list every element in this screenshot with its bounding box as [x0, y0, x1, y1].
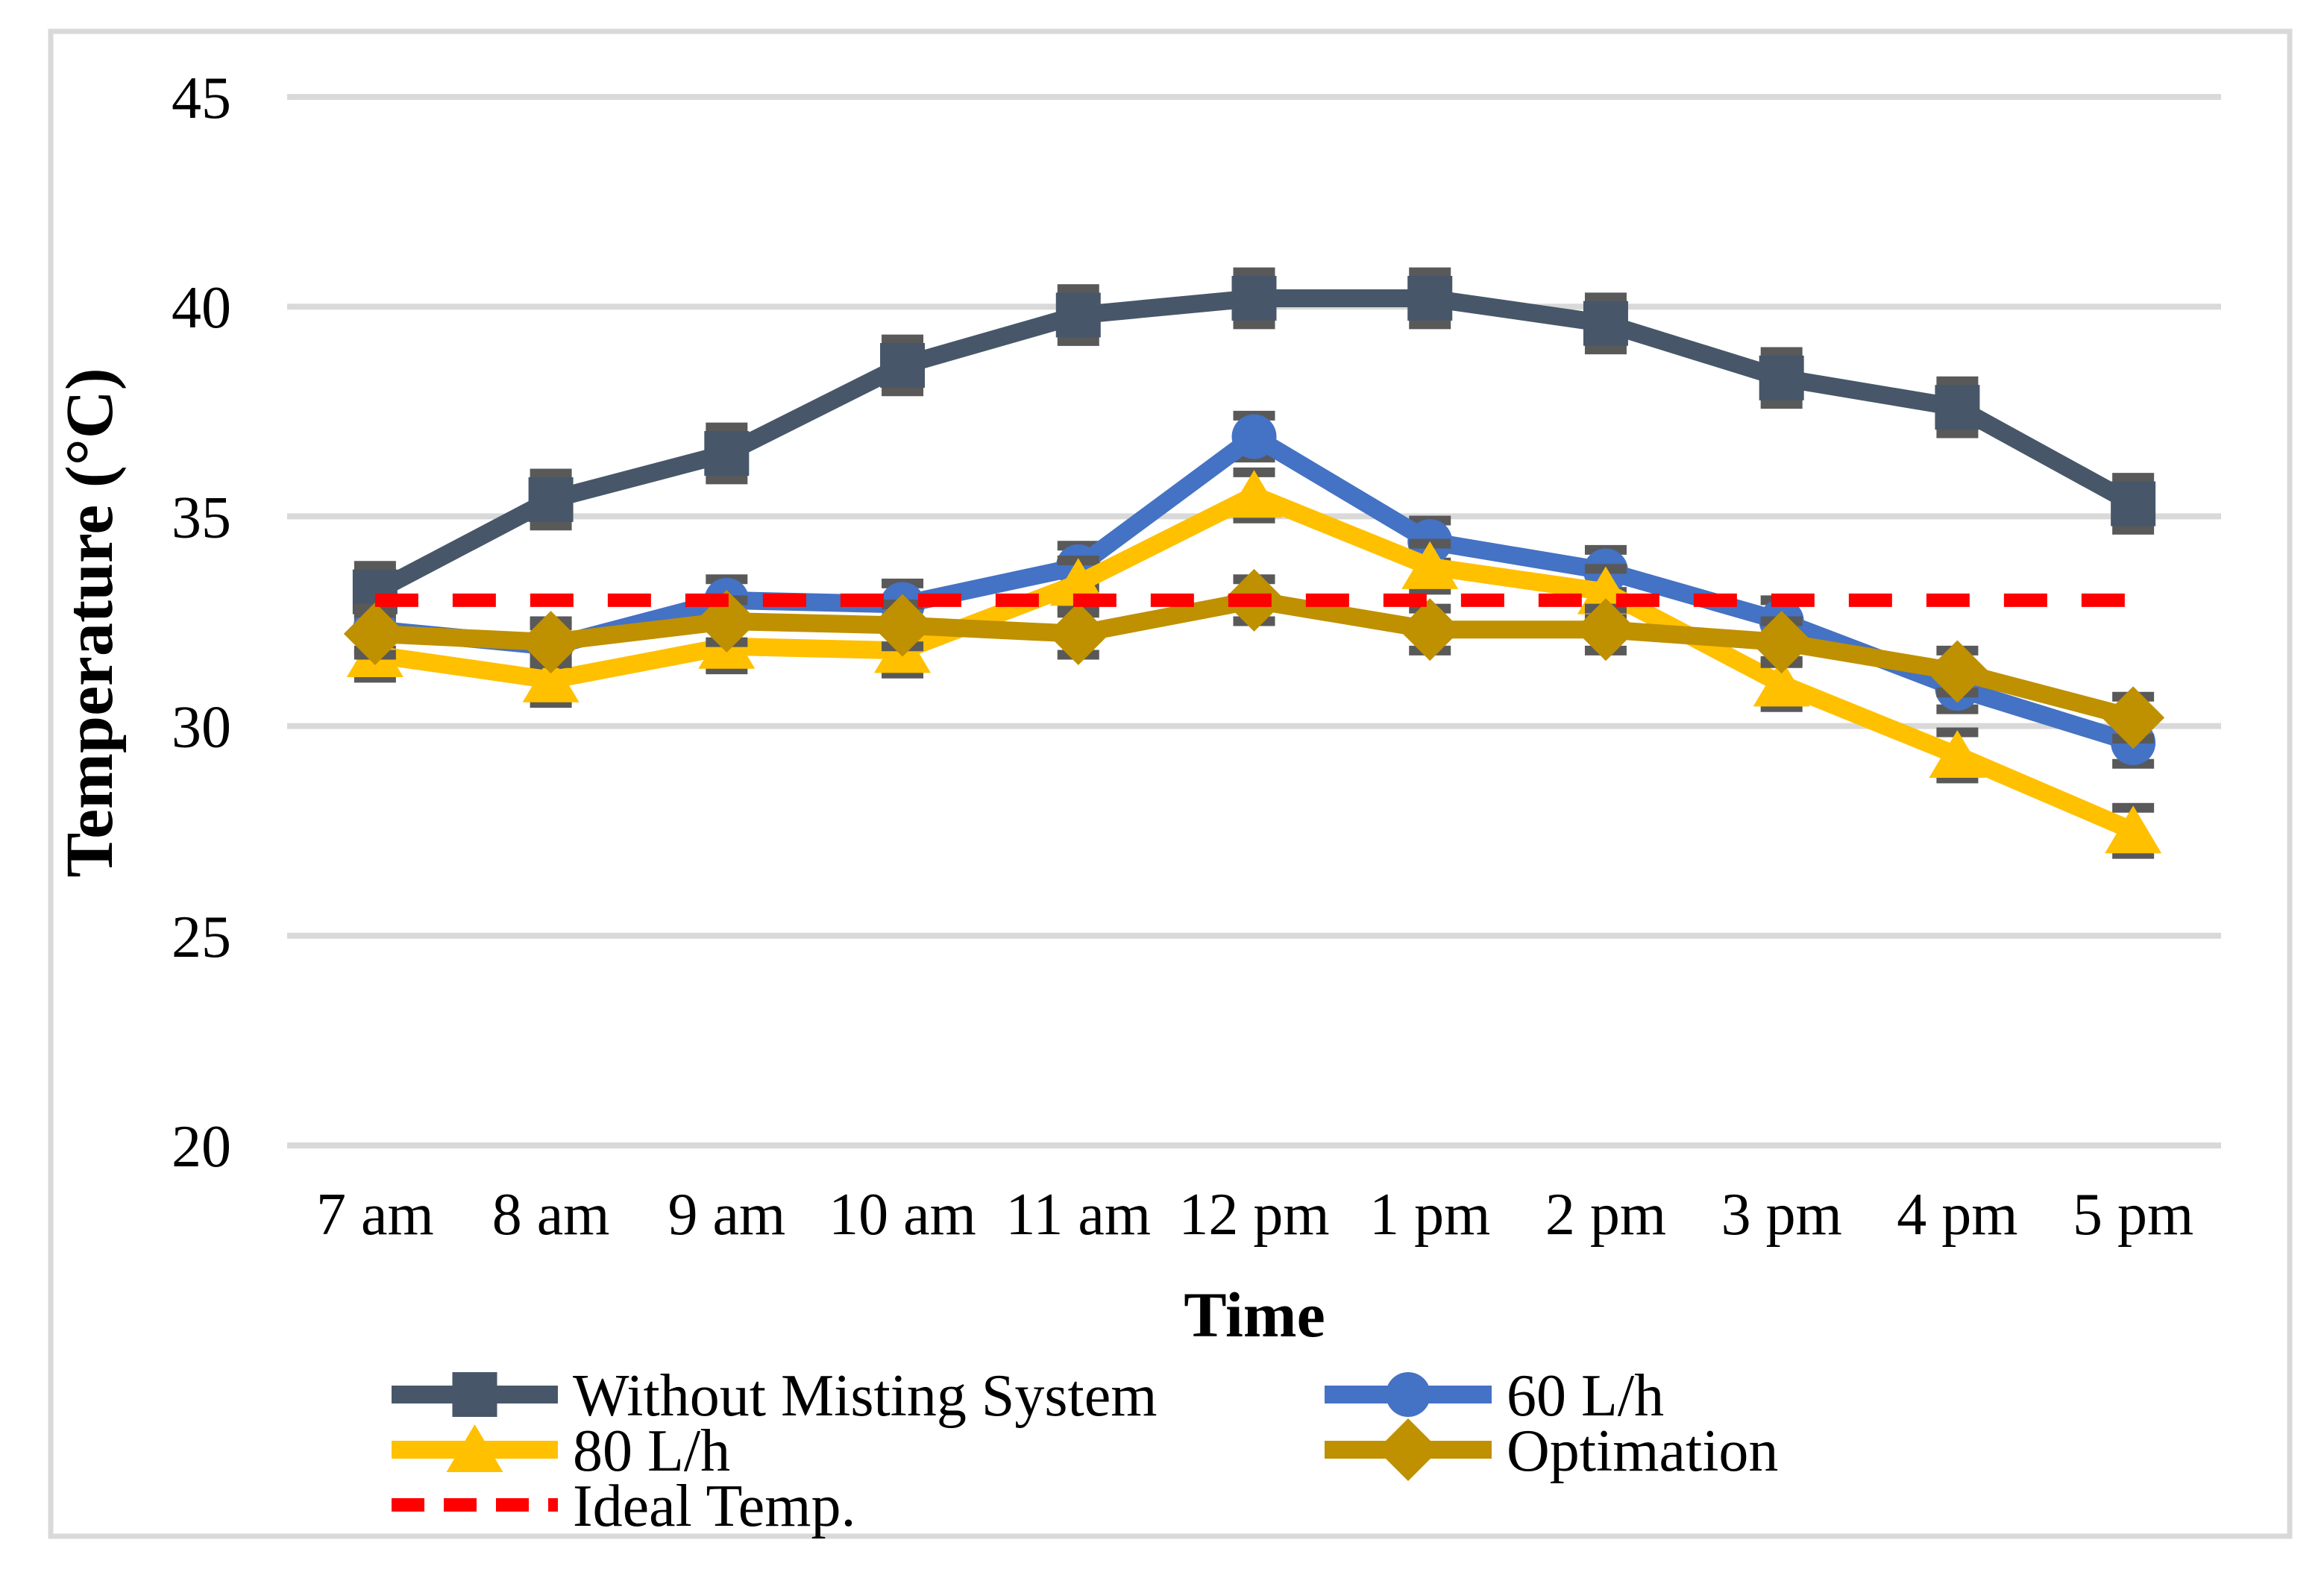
series-without-misting-system	[352, 267, 2156, 623]
data-point-marker-optimation	[1046, 602, 1110, 665]
legend-marker-60-l-h	[1386, 1372, 1430, 1417]
data-point-marker-without-misting-system	[1935, 385, 1980, 430]
data-point-marker-without-misting-system	[1231, 275, 1277, 321]
legend-label-80-l-h: 80 L/h	[573, 1418, 730, 1484]
data-series	[343, 267, 2165, 859]
data-point-marker-optimation	[1574, 598, 1637, 661]
legend-label-ideal-temp: Ideal Temp.	[573, 1474, 855, 1539]
data-point-marker-80-l-h	[2105, 805, 2162, 854]
y-tick-label-30: 30	[172, 695, 231, 761]
data-point-marker-without-misting-system	[2111, 481, 2156, 526]
legend-item-optimation: Optimation	[1325, 1418, 1778, 1484]
legend-label-without-misting-system: Without Misting System	[573, 1363, 1158, 1429]
legend-marker-without-misting-system	[452, 1372, 497, 1417]
legend-item-without-misting-system: Without Misting System	[392, 1363, 1158, 1429]
x-tick-label-10-am: 10 am	[829, 1182, 976, 1248]
legend-marker-optimation	[1377, 1418, 1439, 1481]
data-point-marker-60-l-h	[1231, 414, 1277, 459]
data-point-marker-optimation	[871, 594, 935, 657]
data-point-marker-optimation	[1926, 640, 1989, 703]
y-tick-label-35: 35	[172, 485, 231, 550]
x-tick-label-11-am: 11 am	[1005, 1182, 1151, 1248]
x-tick-label-2-pm: 2 pm	[1545, 1182, 1666, 1248]
legend-label-60-l-h: 60 L/h	[1507, 1363, 1664, 1429]
data-point-marker-without-misting-system	[1583, 301, 1628, 346]
data-point-marker-optimation	[1398, 598, 1462, 661]
x-tick-label-8-am: 8 am	[492, 1182, 610, 1248]
y-tick-label-40: 40	[172, 275, 231, 341]
legend-label-optimation: Optimation	[1507, 1418, 1778, 1484]
x-tick-label-4-pm: 4 pm	[1897, 1182, 2017, 1248]
data-point-marker-without-misting-system	[1055, 292, 1101, 338]
data-point-marker-without-misting-system	[704, 431, 750, 477]
chart-border-box	[48, 28, 2293, 1539]
legend-marker-80-l-h	[446, 1424, 503, 1472]
legend: Without Misting System 60 L/h 80 L/h Optima…	[392, 1363, 1778, 1539]
x-tick-label-12-pm: 12 pm	[1178, 1182, 1329, 1248]
legend-item-ideal-temp: Ideal Temp.	[392, 1474, 855, 1539]
axis-titles: Time Temperature (°C)	[53, 368, 1325, 1351]
data-point-marker-without-misting-system	[880, 342, 926, 388]
data-point-marker-80-l-h	[1225, 470, 1283, 518]
data-point-marker-80-l-h	[522, 654, 580, 702]
markers-optimation	[343, 568, 2165, 749]
x-tick-label-7-am: 7 am	[316, 1182, 434, 1248]
data-point-marker-optimation	[1750, 611, 1813, 674]
data-point-marker-without-misting-system	[528, 477, 574, 522]
y-axis-title: Temperature (°C)	[53, 368, 127, 877]
data-point-marker-optimation	[343, 602, 406, 665]
data-point-marker-without-misting-system	[1407, 275, 1453, 321]
x-axis-title: Time	[1184, 1279, 1325, 1351]
data-point-marker-80-l-h	[1401, 541, 1459, 589]
x-tick-label-9-am: 9 am	[668, 1182, 785, 1248]
legend-item-80-l-h: 80 L/h	[392, 1418, 730, 1484]
x-tick-label-5-pm: 5 pm	[2073, 1182, 2193, 1248]
y-tick-label-45: 45	[172, 66, 231, 131]
y-tick-label-25: 25	[172, 905, 231, 970]
legend-item-60-l-h: 60 L/h	[1325, 1363, 1664, 1429]
y-axis-tick-labels: 20 25 30 35 40 45	[172, 66, 231, 1180]
data-point-marker-without-misting-system	[1759, 355, 1804, 400]
data-point-marker-80-l-h	[1753, 658, 1810, 707]
data-point-marker-optimation	[2102, 686, 2165, 749]
x-tick-label-1-pm: 1 pm	[1369, 1182, 1490, 1248]
data-point-marker-optimation	[519, 611, 582, 674]
x-axis-tick-labels: 7 am 8 am 9 am 10 am 11 am 12 pm 1 pm 2 pm 3 pm 4…	[316, 1182, 2193, 1248]
data-point-marker-80-l-h	[1929, 729, 1986, 778]
x-tick-label-3-pm: 3 pm	[1721, 1182, 1842, 1248]
y-tick-label-20: 20	[172, 1114, 231, 1180]
chart-border	[48, 28, 2293, 1539]
